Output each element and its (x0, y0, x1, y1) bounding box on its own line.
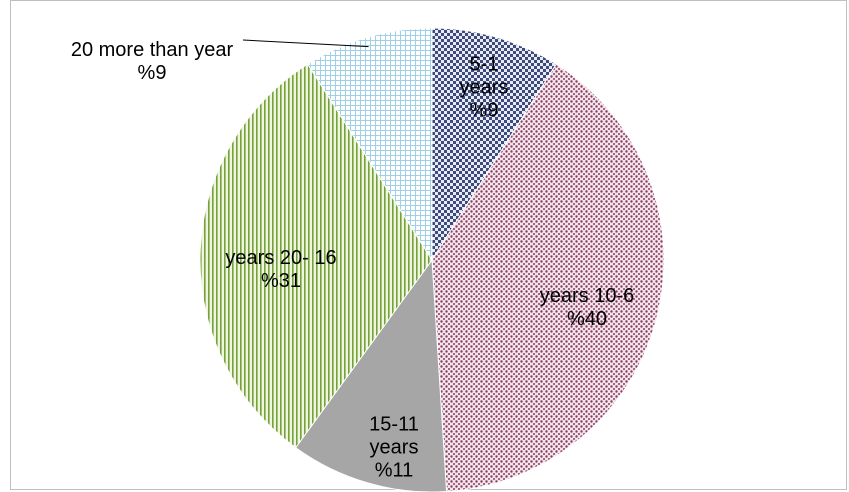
slice-label: years 10-6 %40 (507, 285, 667, 331)
leader-line (242, 39, 369, 48)
value-label: %9 (137, 62, 167, 84)
category-label: 5-1 years (459, 53, 509, 99)
value-label: %9 (469, 99, 499, 122)
slice-label: 5-1 years %9 (449, 54, 519, 123)
category-label: 20 more than year (70, 39, 234, 61)
pie-slice (199, 63, 433, 449)
slice-label: 15-11 years %11 (354, 414, 434, 483)
slice-label: years 20- 16 %31 (201, 247, 361, 293)
pie-slice (431, 27, 558, 262)
value-label: %31 (260, 270, 302, 292)
value-label: %11 (374, 459, 414, 482)
category-label: years 20- 16 (225, 247, 337, 269)
value-label: %40 (566, 308, 608, 330)
slice-label: 20 more than year %9 (67, 39, 237, 85)
category-label: 15-11 years (369, 413, 419, 459)
pie-slice (431, 63, 665, 492)
category-label: years 10-6 (539, 285, 635, 307)
pie-slice (306, 27, 433, 262)
